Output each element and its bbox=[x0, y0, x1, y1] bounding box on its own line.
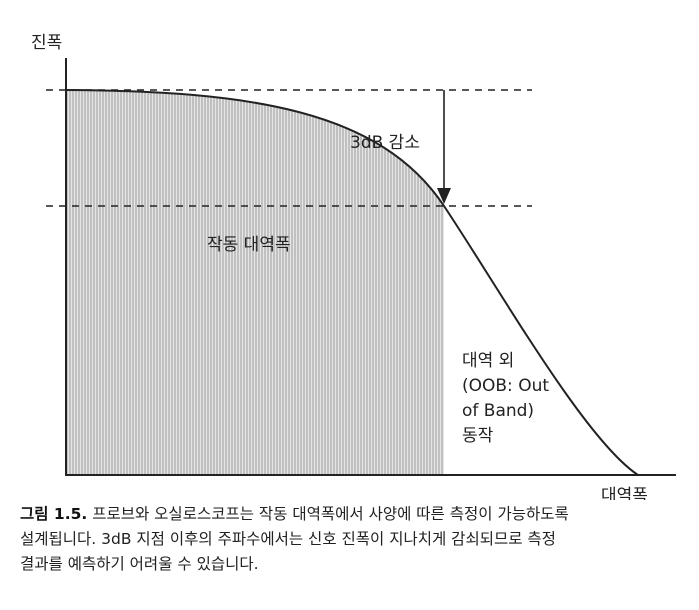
attenuation-label: 3dB 감소 bbox=[350, 133, 420, 153]
figure-label: 그림 1.5. bbox=[20, 505, 88, 523]
out-of-band-line: 대역 외 bbox=[462, 351, 514, 371]
y-axis-label: 진폭 bbox=[31, 33, 62, 53]
response-curve bbox=[65, 89, 639, 476]
caption-line: 결과를 예측하기 어려울 수 있습니다. bbox=[20, 555, 259, 573]
attenuation-arrow-head bbox=[437, 188, 451, 204]
caption-line: 설계됩니다. 3dB 지점 이후의 주파수에서는 신호 진폭이 지나치게 감쇠되… bbox=[20, 530, 556, 548]
operating-band-label: 작동 대역폭 bbox=[207, 235, 291, 255]
operating-band-area bbox=[66, 90, 444, 475]
caption-text: 프로브와 오실로스코프는 작동 대역폭에서 사양에 따른 측정이 가능하도록 bbox=[92, 505, 569, 523]
out-of-band-label: 대역 외 (OOB: Out of Band) 동작 bbox=[462, 351, 554, 446]
x-axis-label: 대역폭 bbox=[601, 486, 648, 500]
out-of-band-line: (OOB: Out bbox=[462, 376, 549, 396]
out-of-band-line: of Band) bbox=[462, 401, 534, 421]
figure-caption: 그림 1.5. 프로브와 오실로스코프는 작동 대역폭에서 사양에 따른 측정이… bbox=[20, 502, 695, 577]
caption-line: 그림 1.5. 프로브와 오실로스코프는 작동 대역폭에서 사양에 따른 측정이… bbox=[20, 502, 695, 527]
out-of-band-line: 동작 bbox=[462, 426, 494, 446]
bandwidth-diagram: 진폭 대역폭 3dB 감소 작동 대역폭 대역 외 (OOB: Out of B… bbox=[31, 33, 676, 500]
